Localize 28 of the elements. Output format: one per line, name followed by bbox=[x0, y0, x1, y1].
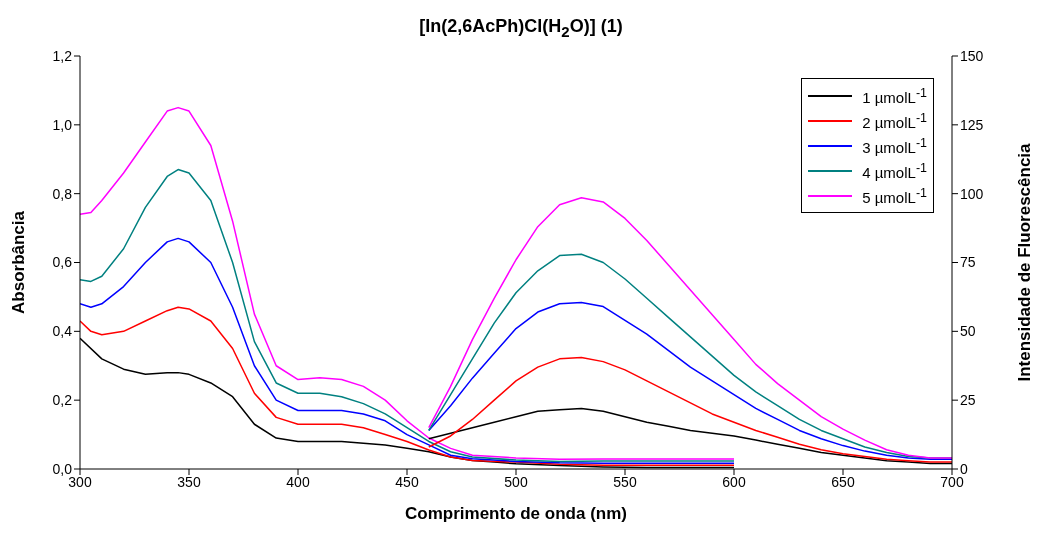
y-tick-label: 0,4 bbox=[52, 323, 73, 340]
legend-label: 2 µmolL$^{-1}$ bbox=[862, 110, 927, 133]
chart-title: [In(2,6AcPh)Cl(H$_{2}$O)] (1) bbox=[418, 15, 624, 42]
y-tick-label: 0,2 bbox=[52, 392, 73, 409]
y2-tick-label: 25 bbox=[960, 392, 976, 409]
y2-axis-title: Intensidade de Fluorescência bbox=[1015, 142, 1035, 382]
y2-tick-label: 150 bbox=[960, 47, 984, 64]
x-axis-title: Comprimento de onda (nm) bbox=[405, 504, 627, 523]
y-tick-label: 0,6 bbox=[52, 254, 73, 271]
x-tick-label: 650 bbox=[831, 473, 855, 490]
y2-tick-label: 75 bbox=[960, 254, 976, 271]
x-tick-label: 600 bbox=[722, 473, 746, 490]
y2-tick-label: 125 bbox=[960, 116, 984, 133]
y-tick-label: 1,2 bbox=[52, 47, 73, 64]
y-axis-title: Absorbância bbox=[9, 210, 29, 314]
x-tick-label: 400 bbox=[286, 473, 310, 490]
x-tick-label: 350 bbox=[177, 473, 201, 490]
legend-label: 5 µmolL$^{-1}$ bbox=[862, 185, 927, 208]
y2-tick-label: 100 bbox=[960, 185, 984, 202]
y-tick-label: 1,0 bbox=[52, 116, 73, 133]
legend-label: 3 µmolL$^{-1}$ bbox=[862, 135, 927, 158]
y-tick-label: 0,8 bbox=[52, 185, 73, 202]
legend-label: 4 µmolL$^{-1}$ bbox=[862, 160, 927, 183]
x-tick-label: 500 bbox=[504, 473, 528, 490]
y2-tick-label: 50 bbox=[960, 323, 976, 340]
x-tick-label: 450 bbox=[395, 473, 419, 490]
x-tick-label: 550 bbox=[613, 473, 637, 490]
legend-label: 1 µmolL$^{-1}$ bbox=[862, 85, 927, 108]
